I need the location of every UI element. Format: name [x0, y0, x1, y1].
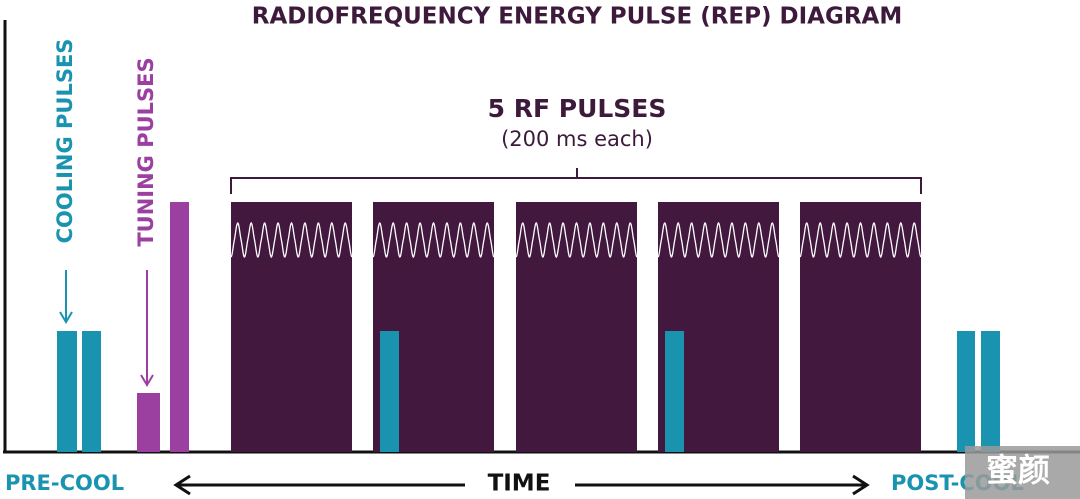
wave	[372, 221, 495, 259]
rf-label: 5 RF PULSES	[488, 94, 667, 123]
bar	[170, 202, 189, 452]
tuning-bars	[137, 202, 189, 452]
title: RADIOFREQUENCY ENERGY PULSE (REP) DIAGRA…	[252, 4, 903, 30]
cooling-bars	[57, 331, 1000, 452]
wave	[515, 221, 638, 259]
bar	[57, 331, 77, 452]
watermark: 蜜颜	[986, 451, 1050, 489]
bar	[981, 331, 1000, 452]
bar	[957, 331, 975, 452]
bar	[380, 331, 399, 452]
rf-block	[800, 202, 921, 452]
bar	[665, 331, 684, 452]
rf-block	[231, 202, 352, 452]
tuning-arrow	[140, 270, 154, 387]
rf-sublabel: (200 ms each)	[501, 127, 653, 151]
rf-block	[516, 202, 637, 452]
tuning-label: TUNING PULSES	[134, 57, 158, 246]
cooling-arrow	[59, 270, 73, 324]
bracket	[230, 168, 922, 194]
cooling-bars-inner	[380, 331, 684, 452]
rf-blocks	[231, 202, 921, 452]
bar	[137, 393, 160, 452]
wave	[799, 221, 922, 259]
cooling-label: COOLING PULSES	[53, 39, 77, 244]
wave	[657, 221, 780, 259]
wave	[230, 221, 353, 259]
watermark-box	[965, 446, 1080, 499]
waves	[230, 221, 922, 259]
bar	[82, 331, 101, 452]
time-label: TIME	[488, 471, 551, 497]
pre-cool-label: PRE-COOL	[5, 471, 124, 495]
time-arrow	[173, 474, 870, 496]
